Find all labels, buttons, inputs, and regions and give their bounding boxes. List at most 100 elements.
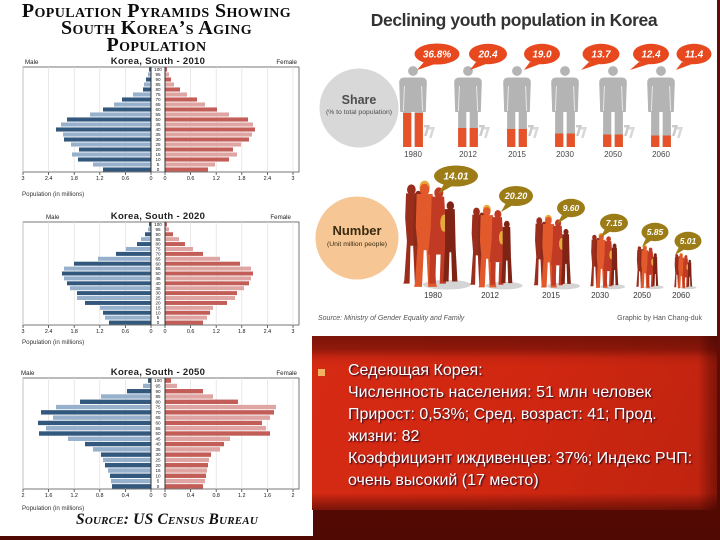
svg-text:1.6: 1.6 [264,493,272,499]
svg-text:55: 55 [155,426,161,431]
svg-text:0: 0 [150,329,153,335]
svg-text:65: 65 [155,102,161,107]
svg-text:95: 95 [155,384,161,389]
svg-text:Male: Male [21,370,35,377]
svg-text:80: 80 [155,242,161,247]
svg-text:80: 80 [155,87,161,92]
svg-text:90: 90 [155,77,161,82]
svg-text:5: 5 [157,315,160,320]
svg-text:(Unit million people): (Unit million people) [327,241,387,248]
svg-text:0.8: 0.8 [96,493,104,499]
svg-text:30: 30 [155,452,161,457]
svg-text:Female: Female [276,370,297,377]
svg-text:2015: 2015 [508,150,526,159]
svg-text:25: 25 [155,458,161,463]
svg-text:35: 35 [155,447,161,452]
svg-text:19.0: 19.0 [532,50,552,61]
svg-text:1.2: 1.2 [96,176,104,182]
svg-text:5.01: 5.01 [680,236,697,246]
svg-text:55: 55 [155,266,161,271]
svg-text:80: 80 [155,399,161,404]
svg-text:40: 40 [155,281,161,286]
svg-text:2050: 2050 [604,150,622,159]
svg-text:Male: Male [46,214,60,221]
svg-text:0: 0 [164,493,167,499]
svg-text:0: 0 [150,493,153,499]
svg-text:65: 65 [155,415,161,420]
svg-text:20.20: 20.20 [504,191,528,201]
svg-text:1.2: 1.2 [70,493,78,499]
svg-text:14.01: 14.01 [443,172,468,183]
svg-text:1.2: 1.2 [238,493,246,499]
svg-text:2060: 2060 [672,291,690,300]
svg-text:1980: 1980 [424,291,442,300]
svg-text:2050: 2050 [633,291,651,300]
svg-text:85: 85 [155,237,161,242]
svg-text:2030: 2030 [556,150,574,159]
svg-text:55: 55 [155,112,161,117]
svg-text:0: 0 [157,167,160,172]
svg-text:30: 30 [155,291,161,296]
svg-text:Population (in millions): Population (in millions) [22,339,84,346]
svg-text:0.4: 0.4 [122,493,130,499]
svg-text:5.85: 5.85 [647,227,664,237]
svg-text:Source: Ministry of Gender Equ: Source: Ministry of Gender Equality and … [318,315,465,322]
svg-text:Number: Number [332,223,381,238]
svg-text:100: 100 [154,222,162,227]
svg-text:2.4: 2.4 [264,176,272,182]
svg-text:75: 75 [155,247,161,252]
svg-text:15: 15 [155,468,161,473]
svg-text:2.4: 2.4 [264,329,272,335]
svg-text:(% to total population): (% to total population) [326,109,392,116]
svg-text:50: 50 [155,117,161,122]
svg-text:Female: Female [276,59,297,66]
svg-text:0.6: 0.6 [187,329,195,335]
svg-text:1.2: 1.2 [212,176,220,182]
svg-text:3: 3 [22,176,25,182]
svg-text:70: 70 [155,252,161,257]
svg-text:40: 40 [155,127,161,132]
svg-text:10: 10 [155,310,161,315]
svg-text:65: 65 [155,256,161,261]
svg-text:1.2: 1.2 [96,329,104,335]
svg-text:Female: Female [270,214,291,221]
svg-text:0.4: 0.4 [187,493,195,499]
svg-text:60: 60 [155,261,161,266]
svg-text:13.7: 13.7 [591,50,611,61]
svg-text:20: 20 [155,301,161,306]
svg-text:Korea, South - 2010: Korea, South - 2010 [111,56,205,67]
svg-text:0.6: 0.6 [187,176,195,182]
svg-text:20.4: 20.4 [477,50,498,61]
svg-text:50: 50 [155,271,161,276]
svg-text:2030: 2030 [591,291,609,300]
svg-text:0.6: 0.6 [122,329,130,335]
svg-text:Korea, South - 2050: Korea, South - 2050 [111,367,205,378]
svg-text:75: 75 [155,92,161,97]
svg-text:1.8: 1.8 [70,176,78,182]
svg-text:50: 50 [155,431,161,436]
svg-text:Population (in millions): Population (in millions) [22,191,84,198]
svg-text:15: 15 [155,152,161,157]
svg-text:70: 70 [155,97,161,102]
svg-text:2012: 2012 [481,291,499,300]
svg-text:5: 5 [157,162,160,167]
svg-text:60: 60 [155,421,161,426]
svg-text:1.6: 1.6 [45,493,53,499]
svg-text:100: 100 [154,67,162,72]
svg-text:10: 10 [155,157,161,162]
svg-text:3: 3 [292,176,295,182]
svg-text:7.15: 7.15 [606,218,623,228]
svg-text:30: 30 [155,137,161,142]
svg-text:35: 35 [155,286,161,291]
svg-text:35: 35 [155,132,161,137]
svg-text:1.8: 1.8 [238,176,246,182]
svg-text:Graphic by Han Chang-duk: Graphic by Han Chang-duk [617,315,702,322]
svg-text:0: 0 [157,320,160,325]
svg-text:1.2: 1.2 [212,329,220,335]
svg-text:0.8: 0.8 [212,493,220,499]
svg-text:0: 0 [164,176,167,182]
svg-text:85: 85 [155,394,161,399]
svg-text:0: 0 [157,484,160,489]
svg-text:2: 2 [22,493,25,499]
svg-text:45: 45 [155,436,161,441]
